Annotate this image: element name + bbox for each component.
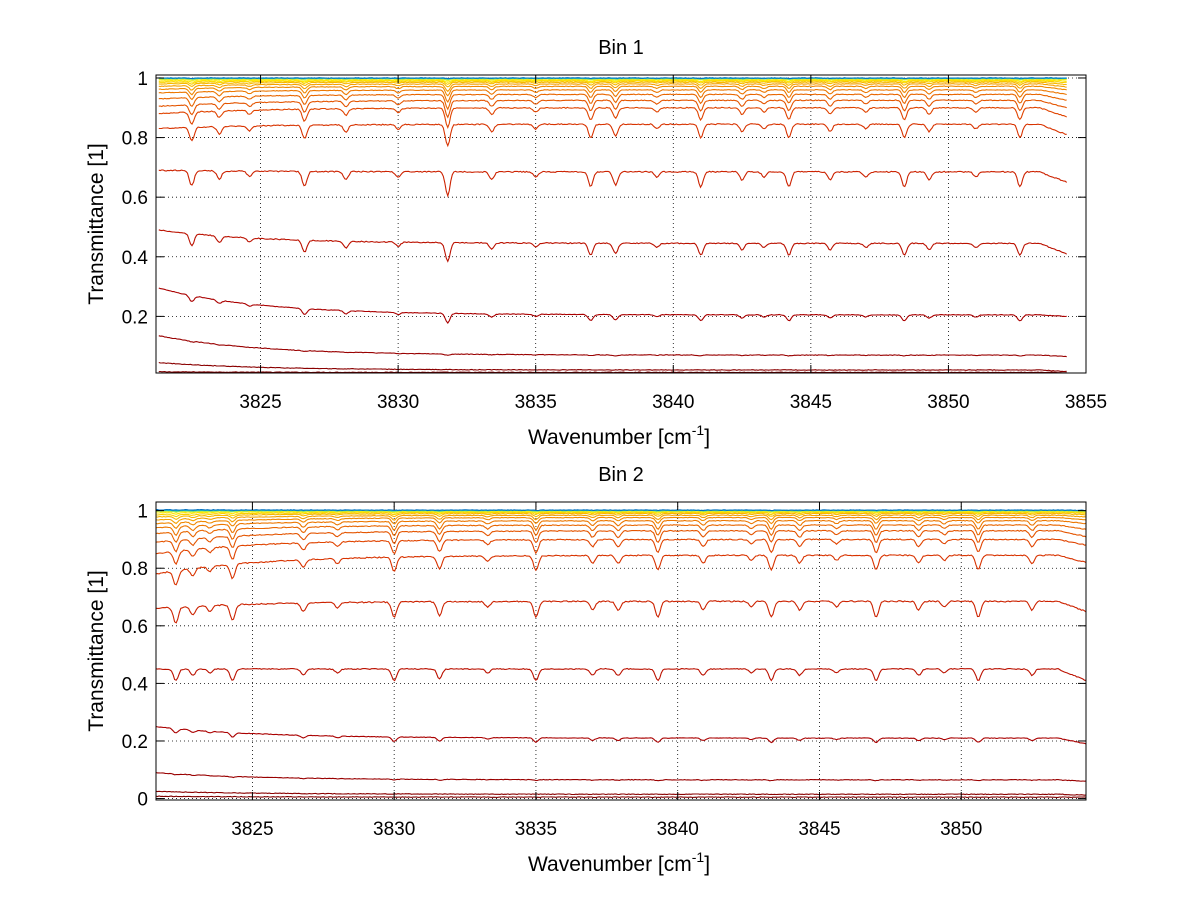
series-line-3 <box>158 335 1067 358</box>
series-line-7 <box>158 123 1067 148</box>
series-line-2 <box>158 361 1067 373</box>
series-line-13 <box>156 514 1086 525</box>
x-axis-label-text: Wavenumber [cm <box>528 426 692 449</box>
x-axis-label-end: ] <box>704 426 710 449</box>
axes-frame <box>155 501 1087 801</box>
x-tick-label: 3845 <box>790 392 832 413</box>
series-line-12 <box>156 516 1086 529</box>
series-line-11 <box>158 89 1067 104</box>
y-tick-label: 1 <box>137 69 148 90</box>
axes-frame <box>155 74 1087 374</box>
series-line-15 <box>158 80 1067 86</box>
x-tick-label: 3825 <box>231 819 273 840</box>
series-line-9 <box>158 99 1067 119</box>
series-group <box>156 509 1086 798</box>
x-tick-label: 3850 <box>927 392 969 413</box>
series-line-8 <box>158 106 1067 130</box>
series-line-10 <box>158 93 1067 111</box>
series-line-8 <box>156 538 1086 566</box>
x-tick-label: 3830 <box>377 392 419 413</box>
x-axis-label: Wavenumber [cm-1] <box>528 422 710 449</box>
series-line-15 <box>156 511 1086 518</box>
x-axis-label-superscript: -1 <box>692 422 705 438</box>
series-line-3 <box>156 772 1086 782</box>
y-tick-label: 0.8 <box>122 559 148 580</box>
series-line-1 <box>156 795 1086 798</box>
x-tick-label: 3830 <box>373 819 415 840</box>
series-line-2 <box>156 790 1086 796</box>
series-line-10 <box>156 524 1086 544</box>
chart-panel-1: 3825 3830 3835 3840 3845 3850 3855 0.2 0.4 0.6 0.8… <box>85 37 1107 449</box>
y-axis-label: Transmittance [1] <box>85 143 108 304</box>
series-line-4 <box>156 725 1086 745</box>
series-line-11 <box>156 519 1086 537</box>
series-line-20 <box>158 77 1067 80</box>
y-tick-label: 0.8 <box>122 129 148 150</box>
x-tick-label: 3850 <box>940 819 982 840</box>
chart-panel-2: 3825 3830 3835 3840 3845 3850 0 0.2 0.4 0.6 0.8 1 Bi… <box>85 464 1087 876</box>
series-line-7 <box>156 554 1086 586</box>
x-axis-label-text: Wavenumber [cm <box>528 853 692 876</box>
series-line-14 <box>156 512 1086 521</box>
y-tick-label: 0.2 <box>122 732 148 753</box>
x-axis-label: Wavenumber [cm-1] <box>528 849 710 876</box>
series-line-6 <box>158 169 1068 198</box>
series-line-14 <box>158 81 1067 88</box>
series-line-5 <box>158 229 1068 263</box>
x-tick-label: 3835 <box>515 392 557 413</box>
series-line-6 <box>156 600 1086 624</box>
x-tick-label: 3825 <box>239 392 281 413</box>
x-tick-label: 3840 <box>657 819 699 840</box>
x-axis-label-end: ] <box>704 853 710 876</box>
series-line-4 <box>158 287 1067 324</box>
y-tick-label: 0 <box>137 790 148 811</box>
x-tick-label: 3835 <box>515 819 557 840</box>
series-line-13 <box>158 83 1067 93</box>
series-line-16 <box>158 79 1067 83</box>
y-tick-label: 0.4 <box>122 248 149 269</box>
plot-area <box>156 75 1086 373</box>
y-tick-label: 0.4 <box>122 674 149 695</box>
series-line-9 <box>156 529 1086 553</box>
x-tick-label: 3855 <box>1065 392 1107 413</box>
series-line-20 <box>156 509 1086 512</box>
y-tick-label: 0.2 <box>122 307 148 328</box>
y-axis-label: Transmittance [1] <box>85 570 108 731</box>
x-tick-label: 3840 <box>652 392 694 413</box>
chart-title: Bin 2 <box>598 464 644 486</box>
x-tick-label: 3845 <box>798 819 840 840</box>
y-tick-label: 1 <box>137 502 148 523</box>
series-line-12 <box>158 85 1067 97</box>
series-line-5 <box>156 667 1086 682</box>
y-tick-label: 0.6 <box>122 617 148 638</box>
plot-area <box>156 502 1086 800</box>
y-tick-label: 0.6 <box>122 188 148 209</box>
x-axis-label-superscript: -1 <box>692 849 705 865</box>
chart-title: Bin 1 <box>598 37 644 59</box>
